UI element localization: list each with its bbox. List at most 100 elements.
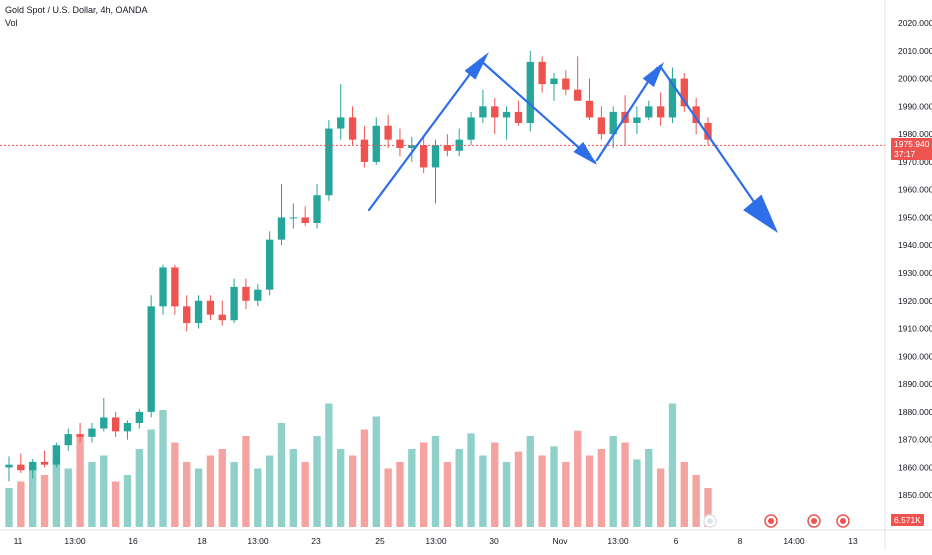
last-price-value: 1975.940 bbox=[894, 139, 930, 150]
y-tick-label: 1920.000 bbox=[898, 296, 932, 306]
volume-bar bbox=[597, 449, 606, 527]
candle-body bbox=[348, 117, 357, 140]
volume-bar bbox=[680, 462, 688, 527]
candle-body bbox=[597, 117, 606, 135]
volume-label: Vol bbox=[5, 18, 18, 28]
us-flag-event-icon-dot bbox=[840, 518, 846, 524]
volume-bar bbox=[704, 488, 712, 527]
bar-countdown: 37:17 bbox=[894, 149, 916, 160]
y-tick-label: 1960.000 bbox=[898, 185, 932, 195]
volume-bar bbox=[585, 455, 594, 527]
candle-body bbox=[40, 461, 49, 465]
volume-tag: 6.571K bbox=[891, 514, 924, 526]
volume-bar bbox=[123, 475, 132, 527]
volume-bar bbox=[171, 442, 179, 527]
candle-body bbox=[100, 417, 108, 429]
y-tick-label: 1890.000 bbox=[898, 379, 932, 389]
candle-body bbox=[384, 125, 392, 140]
volume-bar bbox=[668, 403, 677, 527]
volume-bar bbox=[408, 449, 416, 527]
volume-bar bbox=[455, 449, 463, 527]
volume-bar bbox=[194, 468, 203, 527]
candle-body bbox=[692, 106, 700, 123]
candle-body bbox=[443, 145, 452, 151]
candle-body bbox=[491, 106, 499, 118]
volume-bar bbox=[526, 436, 534, 527]
x-tick-label: 13:00 bbox=[607, 536, 629, 546]
volume-bar bbox=[645, 449, 653, 527]
candle-body bbox=[52, 445, 61, 465]
candle-body bbox=[502, 111, 511, 118]
candle-body bbox=[668, 78, 677, 118]
chart-title: Gold Spot / U.S. Dollar, 4h, OANDA bbox=[5, 5, 148, 15]
candle-body bbox=[17, 464, 25, 471]
volume-bar bbox=[52, 449, 61, 527]
arrowhead-up-2 bbox=[642, 62, 664, 87]
candle-body bbox=[408, 145, 416, 148]
volume-bar bbox=[443, 462, 452, 527]
candle-body bbox=[135, 411, 143, 423]
candle-body bbox=[562, 78, 570, 90]
candle-body bbox=[5, 464, 13, 468]
y-tick-label: 2020.000 bbox=[898, 18, 932, 28]
volume-bar bbox=[538, 455, 546, 527]
volume-bar bbox=[337, 449, 345, 527]
candle-body bbox=[313, 195, 321, 223]
y-tick-label: 1880.000 bbox=[898, 407, 932, 417]
y-tick-label: 1990.000 bbox=[898, 101, 932, 111]
x-tick-label: 25 bbox=[375, 536, 385, 546]
volume-bar bbox=[514, 451, 523, 527]
volume-bar bbox=[550, 446, 558, 527]
candle-body bbox=[574, 89, 582, 101]
volume-bar bbox=[135, 449, 143, 527]
y-tick-label: 1940.000 bbox=[898, 240, 932, 250]
candle-body bbox=[301, 217, 309, 223]
candle-body bbox=[206, 300, 215, 315]
volume-bar bbox=[419, 442, 428, 527]
volume-bar bbox=[467, 433, 475, 527]
y-tick-label: 2010.000 bbox=[898, 46, 932, 56]
volume-bar bbox=[230, 462, 238, 527]
candle-body bbox=[514, 111, 523, 123]
x-tick-label: 11 bbox=[14, 536, 23, 546]
volume-bar bbox=[633, 459, 641, 527]
volume-bar bbox=[29, 462, 37, 527]
candle-body bbox=[645, 106, 653, 118]
y-tick-label: 1850.000 bbox=[898, 490, 932, 500]
candle-body bbox=[29, 461, 37, 471]
volume-bar bbox=[159, 410, 167, 527]
volume-bar bbox=[656, 468, 665, 527]
lightning-event-icon-dot bbox=[707, 518, 713, 524]
volume-bar bbox=[384, 468, 392, 527]
y-tick-label: 1860.000 bbox=[898, 462, 932, 472]
x-tick-label: 6 bbox=[674, 536, 679, 546]
volume-bar bbox=[692, 475, 700, 527]
candle-body bbox=[265, 239, 274, 290]
volume-bar bbox=[265, 455, 274, 527]
volume-bar bbox=[40, 475, 49, 527]
volume-bar bbox=[5, 488, 13, 527]
volume-bar bbox=[218, 449, 226, 527]
candle-body bbox=[419, 145, 428, 168]
candle-body bbox=[431, 145, 440, 168]
y-tick-label: 2000.000 bbox=[898, 74, 932, 84]
volume-bar bbox=[609, 436, 617, 527]
y-tick-label: 1910.000 bbox=[898, 324, 932, 334]
x-tick-label: 18 bbox=[197, 536, 207, 546]
volume-bar bbox=[325, 403, 333, 527]
candle-body bbox=[218, 314, 226, 321]
candle-body bbox=[123, 423, 132, 432]
volume-bar bbox=[502, 462, 511, 527]
volume-bar bbox=[301, 462, 309, 527]
volume-bar bbox=[111, 481, 120, 527]
us-flag-event-icon-dot bbox=[768, 518, 774, 524]
volume-bar bbox=[479, 455, 487, 527]
volume-bar bbox=[431, 436, 440, 527]
x-tick-label: 13 bbox=[848, 536, 858, 546]
candle-body bbox=[325, 128, 333, 196]
volume-bar bbox=[621, 442, 629, 527]
x-tick-label: 13:00 bbox=[425, 536, 447, 546]
x-tick-label: 13:00 bbox=[64, 536, 86, 546]
x-tick-label: 23 bbox=[311, 536, 321, 546]
